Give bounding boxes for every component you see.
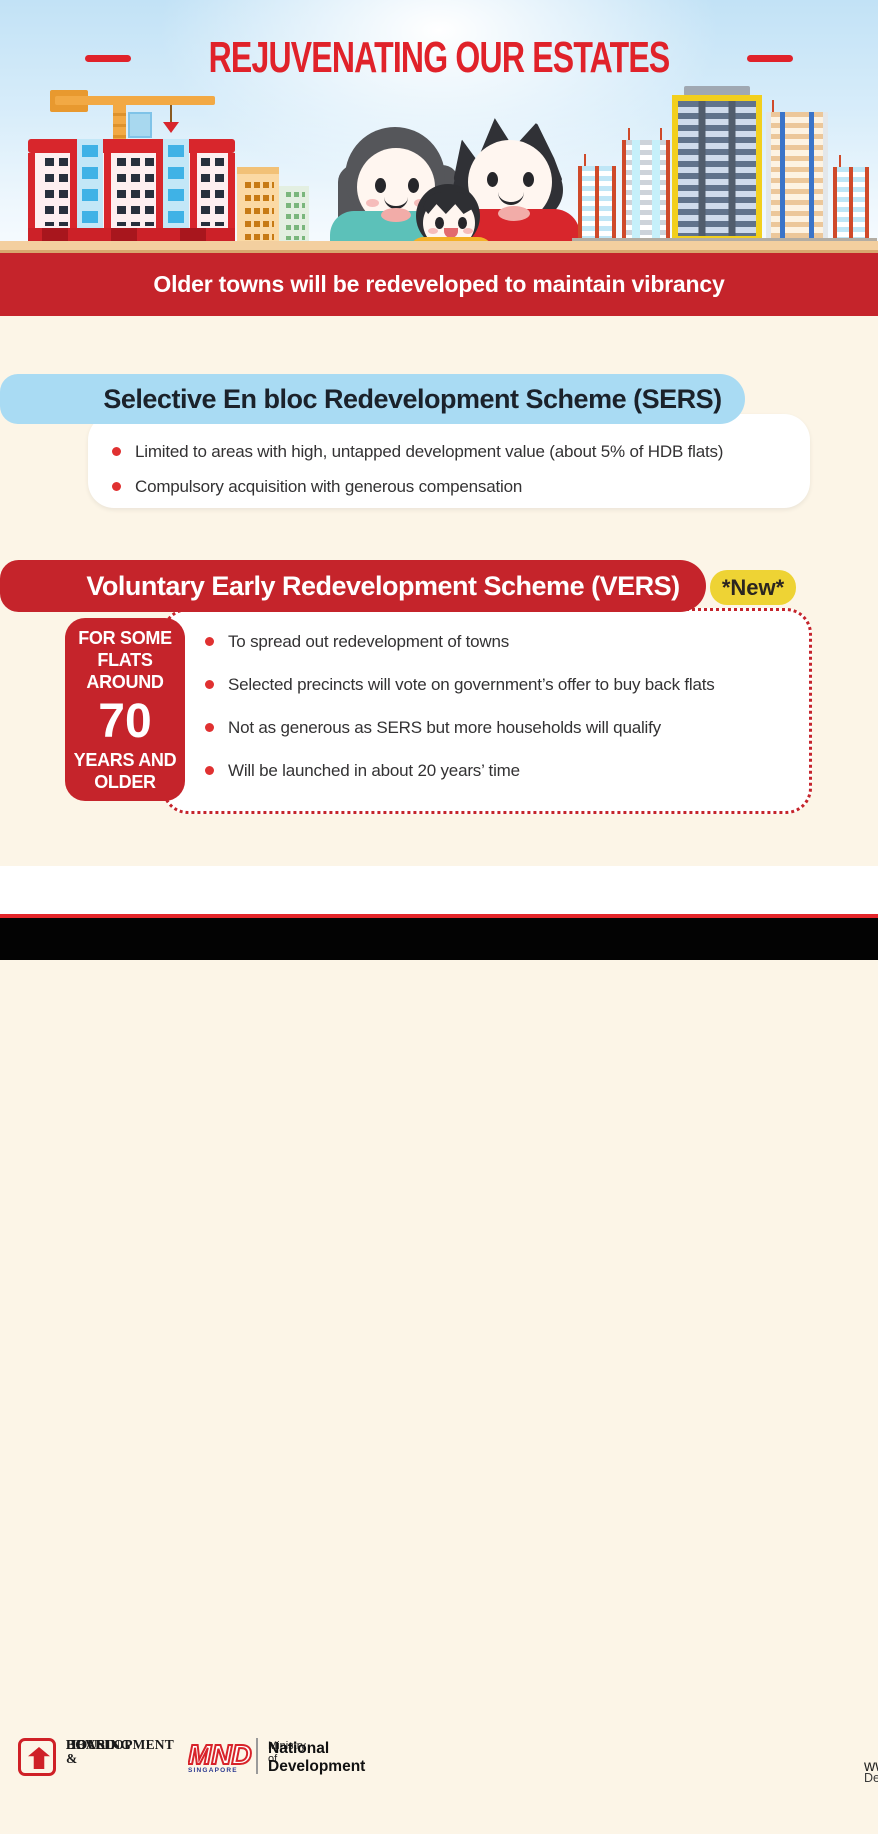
mnd-country-label: SINGAPORE [188, 1767, 238, 1774]
hero-banner: Older towns will be redeveloped to maint… [0, 253, 878, 316]
age-box-line: FOR SOME [78, 627, 172, 648]
vers-bullet: Selected precincts will vote on governme… [205, 675, 715, 695]
footer-red-line [0, 914, 878, 918]
hdb-arrow-icon [28, 1747, 50, 1769]
age-box-line: YEARS AND [73, 749, 177, 770]
title-row: REJUVENATING OUR ESTATES [0, 30, 878, 86]
age-box-line: AROUND [86, 671, 164, 692]
bullet-dot-icon [205, 637, 214, 646]
estate-illustration [0, 0, 878, 260]
hdb-logo-icon [18, 1738, 56, 1776]
title-dash-left [84, 54, 131, 62]
sers-bullet-list: Limited to areas with high, untapped dev… [112, 442, 723, 512]
ground-strip [0, 241, 878, 253]
vers-heading: Voluntary Early Redevelopment Scheme (VE… [0, 560, 706, 612]
vers-bullet-list: To spread out redevelopment of towns Sel… [205, 632, 715, 804]
sers-card [88, 414, 810, 508]
age-number: 70 [98, 694, 152, 748]
vers-bullet: Will be launched in about 20 years’ time [205, 761, 715, 781]
bullet-dot-icon [112, 482, 121, 491]
vers-bullet: To spread out redevelopment of towns [205, 632, 715, 652]
bullet-dot-icon [205, 723, 214, 732]
bullet-dot-icon [205, 680, 214, 689]
age-box-line: FLATS [97, 649, 153, 670]
sers-bullet: Compulsory acquisition with generous com… [112, 477, 723, 497]
footer-divider [256, 1738, 258, 1774]
vers-bullet: Not as generous as SERS but more househo… [205, 718, 715, 738]
mnd-acronym: MND [188, 1739, 252, 1770]
footer: HOUSING & DEVELOPMENT BOARD MND SINGAPOR… [0, 866, 878, 1785]
copyright-text: © 2018 Housing & Development Board. All … [864, 1771, 878, 1785]
page-title: REJUVENATING OUR ESTATES [208, 33, 671, 82]
bullet-dot-icon [205, 766, 214, 775]
sers-heading: Selective En bloc Redevelopment Scheme (… [0, 374, 745, 424]
vers-age-box: FOR SOME FLATS AROUND 70 YEARS AND OLDER [65, 618, 185, 801]
title-dash-right [747, 54, 794, 62]
sers-bullet: Limited to areas with high, untapped dev… [112, 442, 723, 462]
footer-black-band [0, 918, 878, 960]
bullet-dot-icon [112, 447, 121, 456]
age-box-line: OLDER [94, 771, 156, 792]
new-badge: *New* [710, 570, 796, 605]
